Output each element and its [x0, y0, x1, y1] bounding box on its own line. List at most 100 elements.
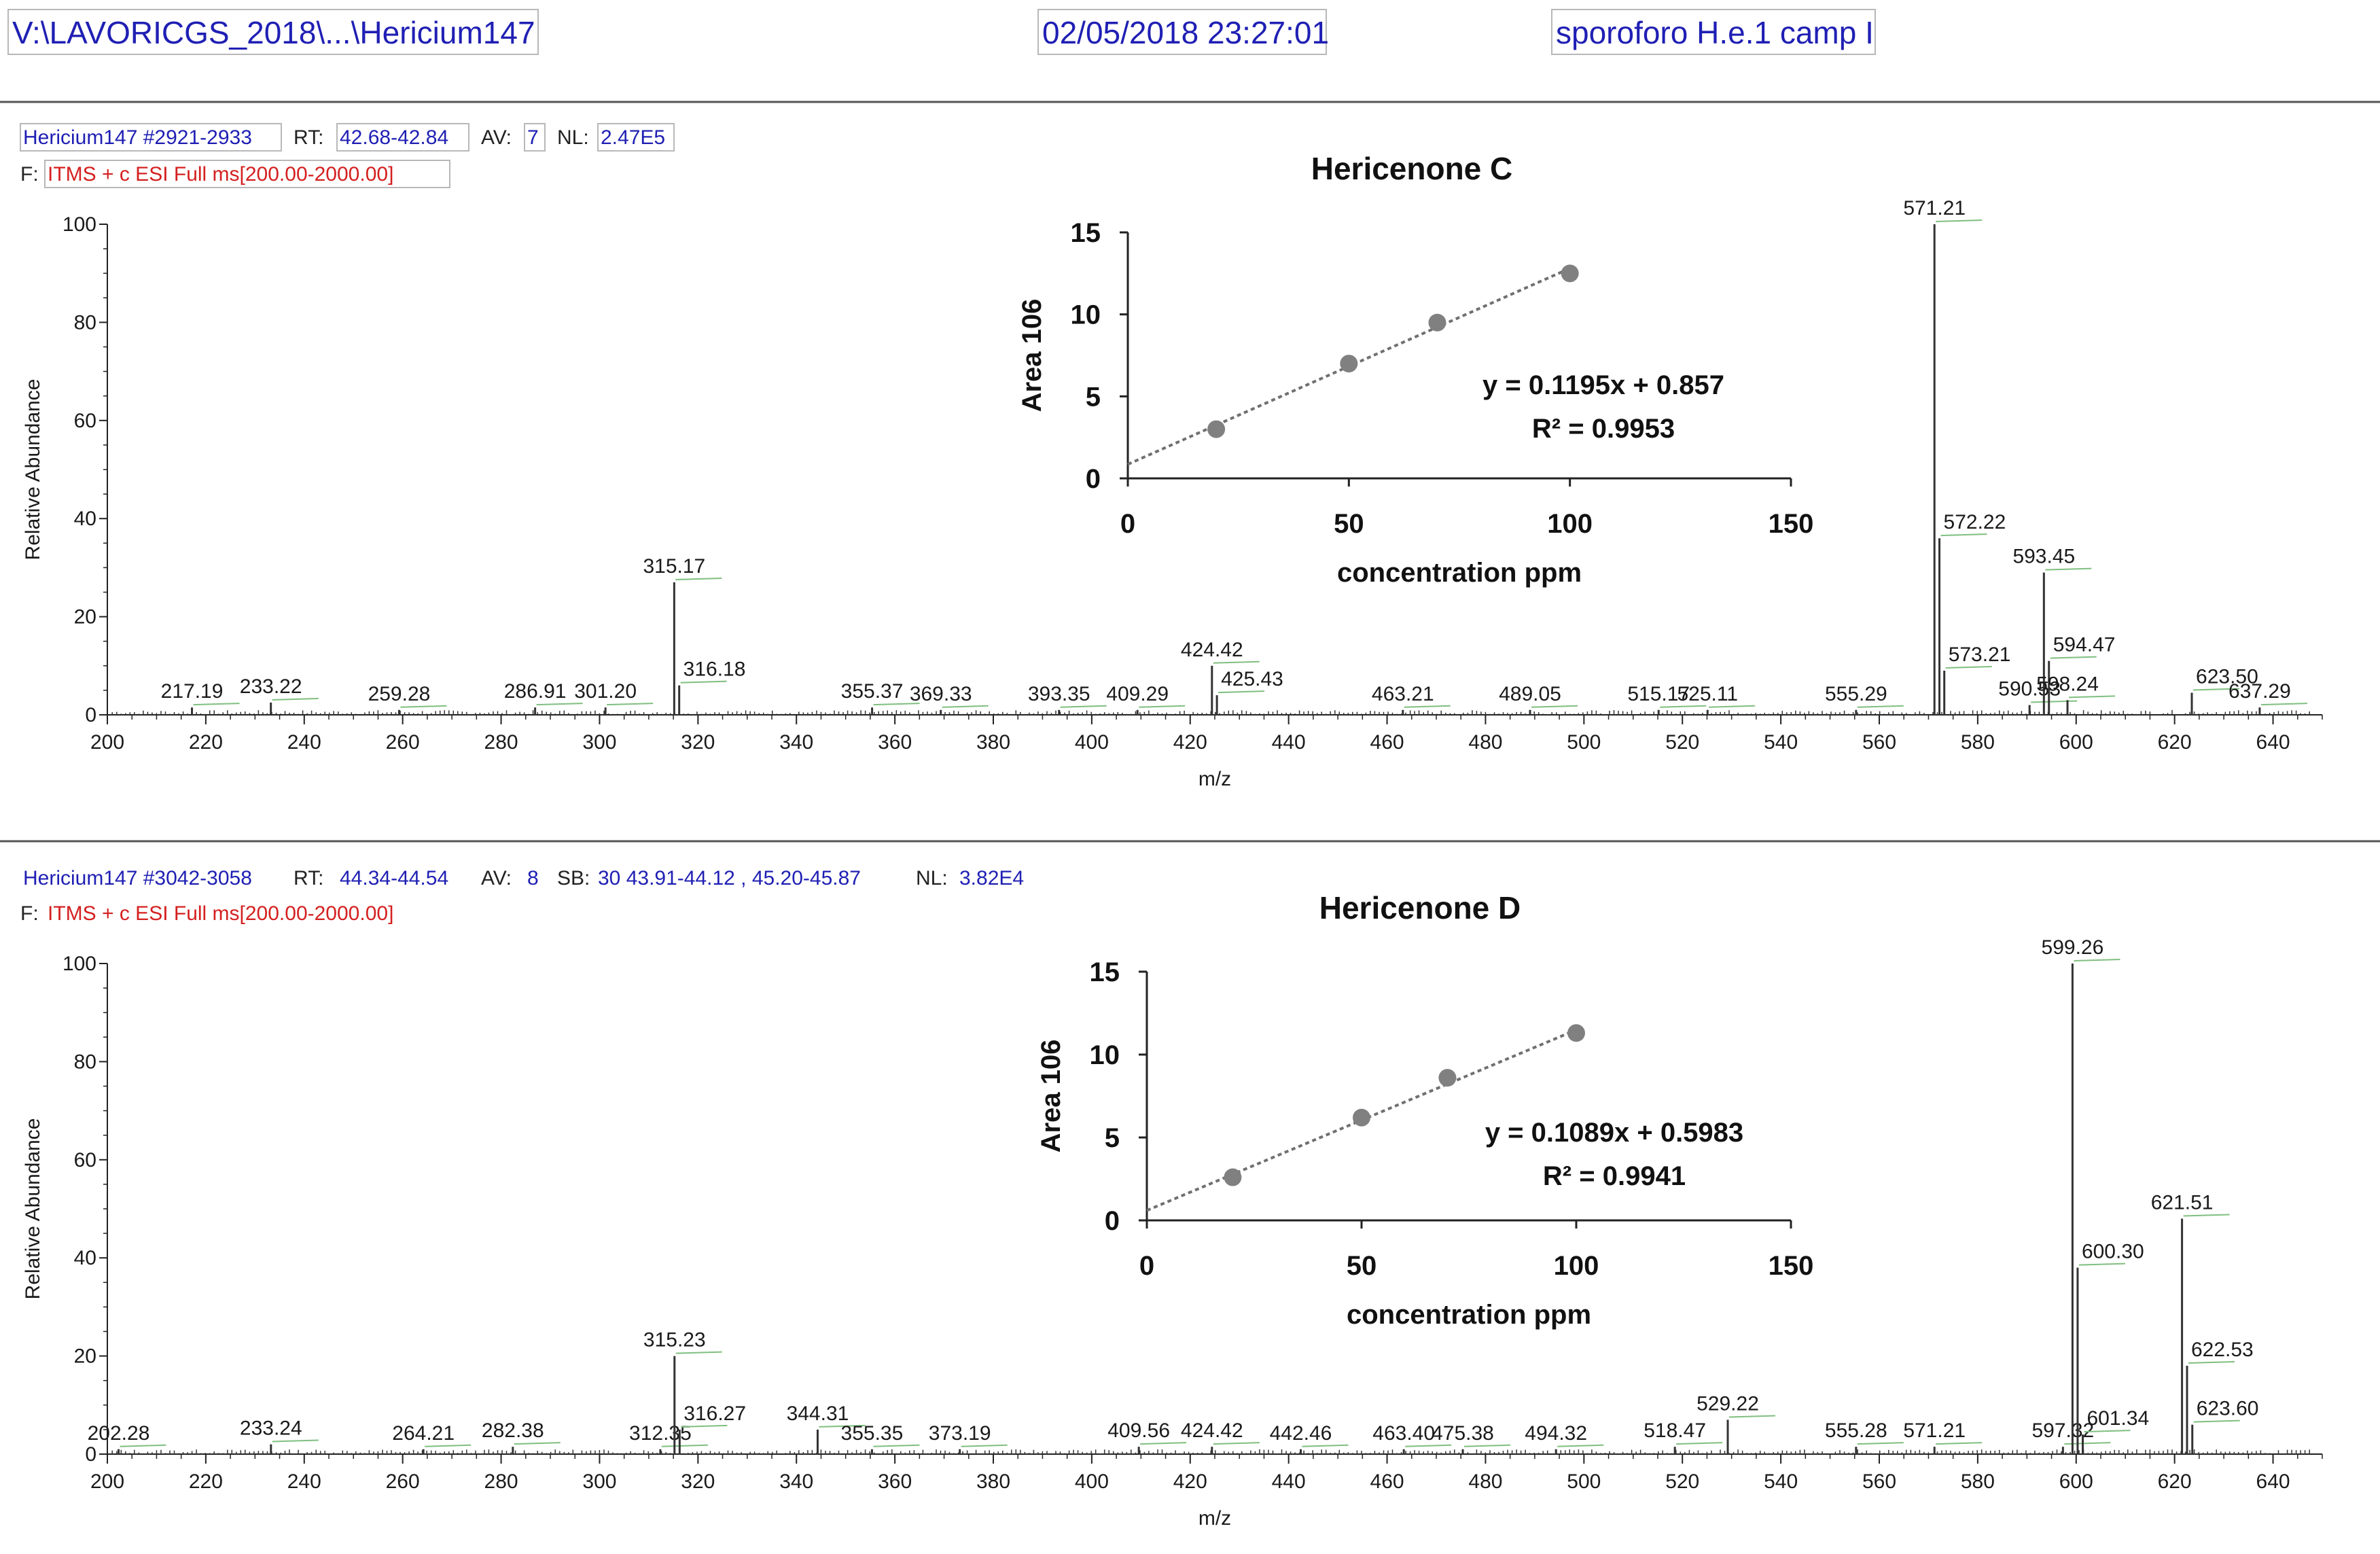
- inset-equation: y = 0.1195x + 0.857: [1482, 370, 1724, 400]
- x-tick-label: 440: [1272, 1470, 1306, 1493]
- inset-x-tick-label: 0: [1139, 1251, 1154, 1281]
- y-axis-label: Relative Abundance: [22, 1118, 44, 1300]
- nl-value-box: [597, 123, 675, 152]
- peak-label: 622.53: [2191, 1339, 2254, 1361]
- filter-key: F:: [20, 163, 39, 186]
- peak-label-tick: [2064, 1442, 2111, 1445]
- peak-label-tick: [1213, 660, 1260, 664]
- baseline-noise: [111, 1449, 2310, 1454]
- peak-label: 623.50: [2196, 666, 2258, 688]
- x-tick-label: 580: [1961, 731, 1995, 754]
- peak-label-tick: [272, 1439, 319, 1443]
- peak-label: 316.18: [683, 658, 746, 681]
- x-tick-label: 360: [878, 1470, 912, 1493]
- peak-label-tick: [873, 1444, 920, 1447]
- peak-label: 312.35: [629, 1422, 692, 1445]
- x-tick-label: 220: [189, 1470, 223, 1493]
- peak-label-tick: [425, 1444, 472, 1447]
- y-tick-label: 0: [85, 704, 96, 726]
- x-tick-label: 620: [2158, 1470, 2192, 1493]
- peak-label-tick: [1728, 1415, 1776, 1418]
- peak-label-tick: [400, 705, 447, 708]
- peak-label: 594.47: [2053, 634, 2116, 656]
- peak-label: 355.35: [841, 1422, 904, 1445]
- scan-label-box: [20, 123, 282, 152]
- peak-label-tick: [1404, 705, 1451, 708]
- y-tick-label: 100: [63, 213, 96, 236]
- peak-label: 233.22: [240, 675, 302, 698]
- x-tick-label: 380: [976, 731, 1010, 754]
- peak-label-tick: [1857, 705, 1904, 708]
- peak-label: 259.28: [368, 683, 431, 705]
- av-value: 7: [527, 126, 539, 149]
- y-tick-label: 20: [74, 606, 96, 629]
- y-tick-label: 40: [74, 1247, 96, 1269]
- peak-label: 373.19: [929, 1422, 991, 1445]
- peak-label-tick: [1936, 1442, 1983, 1445]
- peak-label: 515.17: [1627, 683, 1690, 705]
- x-tick-label: 560: [1862, 1470, 1896, 1493]
- peak-label: 202.28: [88, 1422, 150, 1445]
- y-tick-label: 80: [74, 311, 96, 334]
- peak-label: 475.38: [1432, 1422, 1494, 1445]
- sb-key: SB:: [557, 867, 590, 889]
- x-tick-label: 380: [976, 1470, 1010, 1493]
- peak-label-tick: [120, 1444, 166, 1447]
- peak-label-tick: [2068, 695, 2116, 699]
- peak-label: 623.60: [2197, 1398, 2259, 1420]
- y-tick-label: 0: [85, 1443, 96, 1466]
- x-tick-label: 240: [287, 1470, 321, 1493]
- nl-key: NL:: [557, 126, 589, 149]
- y-tick-label: 60: [74, 1149, 96, 1171]
- filter-key: F:: [20, 902, 39, 925]
- inset-y-axis-label: Area 106: [1036, 1040, 1066, 1153]
- filter-value: ITMS + c ESI Full ms[200.00-2000.00]: [48, 902, 393, 925]
- y-tick-label: 20: [74, 1345, 96, 1368]
- inset-x-tick-label: 50: [1334, 509, 1364, 539]
- peak-label: 571.21: [1903, 1419, 1966, 1442]
- sample-box: [1551, 9, 1876, 55]
- inset-r-squared: R² = 0.9941: [1543, 1161, 1686, 1191]
- av-value-box: [524, 123, 546, 152]
- nl-value: 2.47E5: [601, 126, 665, 149]
- peak-label-tick: [2260, 703, 2307, 706]
- peak-label-tick: [1660, 705, 1707, 708]
- x-tick-label: 280: [484, 731, 518, 754]
- y-tick-label: 40: [74, 508, 96, 530]
- inset-data-point: [1438, 1069, 1457, 1087]
- peak-label: 463.40: [1372, 1422, 1435, 1445]
- peak-label: 424.42: [1181, 1419, 1243, 1442]
- peak-label: 494.32: [1525, 1422, 1587, 1445]
- inset-title: Hericenone C: [1311, 151, 1513, 186]
- x-tick-label: 280: [484, 1470, 518, 1493]
- inset-r-squared: R² = 0.9953: [1532, 414, 1675, 444]
- peak-label-tick: [1405, 1444, 1452, 1447]
- inset-data-point: [1561, 264, 1579, 283]
- peak-label: 593.45: [2012, 546, 2075, 568]
- inset-x-tick-label: 50: [1347, 1251, 1377, 1281]
- file-path-box: [7, 9, 539, 55]
- inset-x-tick-label: 100: [1554, 1251, 1599, 1281]
- peak-label-tick: [1139, 705, 1186, 708]
- inset-y-tick-label: 5: [1086, 382, 1101, 412]
- av-value: 8: [527, 867, 539, 889]
- inset-x-tick-label: 100: [1547, 509, 1593, 539]
- peak-label: 572.22: [1944, 511, 2006, 533]
- inset-y-tick-label: 0: [1086, 464, 1101, 494]
- peak-label: 518.47: [1644, 1419, 1706, 1442]
- peak-label: 286.91: [504, 680, 567, 703]
- filter-value-box: [44, 160, 450, 188]
- x-tick-label: 400: [1075, 1470, 1109, 1493]
- peak-label-tick: [2192, 688, 2240, 691]
- peak-label: 369.33: [910, 683, 972, 705]
- x-tick-label: 620: [2158, 731, 2192, 754]
- x-tick-label: 580: [1961, 1470, 1995, 1493]
- peak-label-tick: [2031, 700, 2078, 703]
- peak-label-tick: [681, 1424, 728, 1428]
- x-tick-label: 500: [1567, 1470, 1601, 1493]
- inset-title: Hericenone D: [1319, 890, 1521, 925]
- peak-label: 489.05: [1499, 683, 1561, 705]
